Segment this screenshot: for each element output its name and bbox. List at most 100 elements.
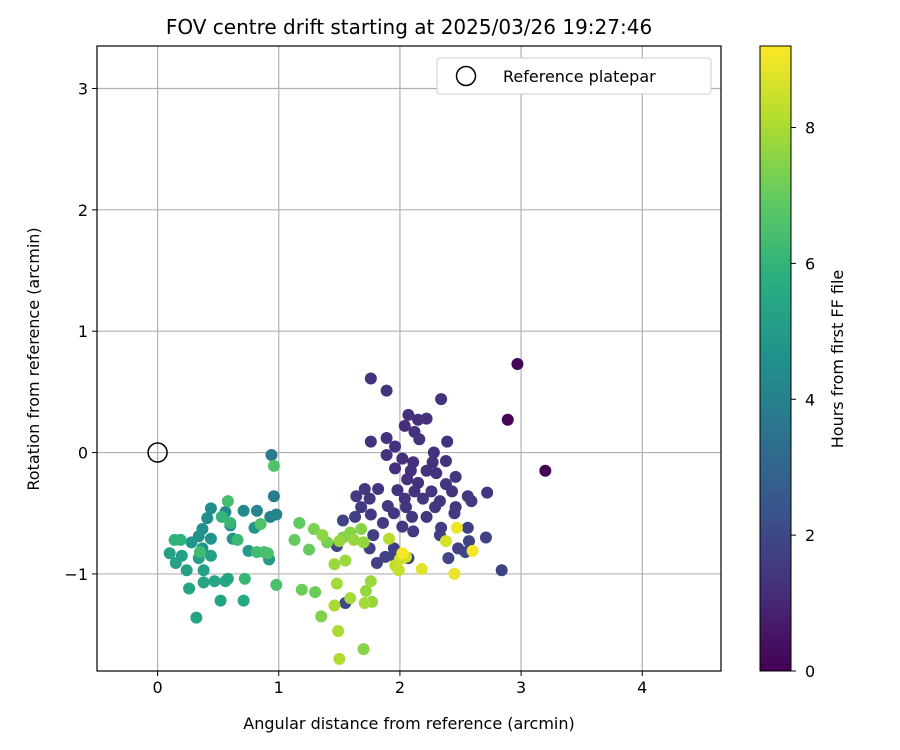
data-point (328, 558, 341, 571)
data-point (427, 446, 440, 459)
data-point (439, 535, 452, 548)
data-point (539, 464, 552, 477)
data-point (439, 455, 452, 468)
data-point (358, 597, 371, 610)
data-point (344, 592, 357, 605)
data-point (237, 594, 250, 607)
data-point (163, 547, 176, 560)
data-point (446, 485, 459, 498)
data-point (293, 516, 306, 529)
data-point (254, 518, 267, 531)
data-point (309, 586, 322, 599)
data-point (350, 490, 363, 503)
data-point (426, 456, 439, 469)
data-point (380, 448, 393, 461)
data-point (357, 643, 370, 656)
data-point (425, 485, 438, 498)
data-point (295, 583, 308, 596)
data-point (389, 462, 402, 475)
data-point (288, 533, 301, 546)
data-point (406, 510, 419, 523)
data-point (330, 577, 343, 590)
data-point (333, 535, 346, 548)
data-point (389, 440, 402, 453)
data-point (391, 484, 404, 497)
y-tick-label: −1 (64, 565, 88, 584)
data-point (328, 599, 341, 612)
data-point (315, 610, 328, 623)
y-tick-label: 3 (78, 79, 88, 98)
colorbar-ticks: 0 2 4 6 8 (791, 119, 815, 681)
data-point (401, 473, 414, 486)
data-point (359, 584, 372, 597)
legend: Reference platepar (436, 57, 712, 95)
data-point (333, 652, 346, 665)
data-point (364, 435, 377, 448)
data-point (183, 582, 196, 595)
data-point (363, 492, 376, 505)
data-point (420, 464, 433, 477)
data-point (396, 547, 409, 560)
data-point (466, 544, 479, 557)
data-point (355, 523, 368, 536)
data-point (238, 572, 251, 585)
y-tick-label: 1 (78, 322, 88, 341)
data-point (448, 507, 461, 520)
data-point (175, 549, 188, 562)
data-point (396, 452, 409, 465)
data-points (163, 357, 552, 665)
data-point (511, 357, 524, 370)
data-point (372, 482, 385, 495)
data-point (461, 521, 474, 534)
y-tick-label: 0 (78, 444, 88, 463)
data-point (208, 575, 221, 588)
data-point (429, 501, 442, 514)
colorbar-label: Hours from first FF file (828, 270, 847, 449)
x-tick-label: 3 (516, 678, 526, 697)
legend-label: Reference platepar (503, 67, 656, 86)
data-point (267, 490, 280, 503)
data-point (355, 501, 368, 514)
colorbar-tick-label: 8 (805, 119, 815, 138)
data-point (307, 523, 320, 536)
data-point (332, 624, 345, 637)
data-point (204, 502, 217, 515)
plot-frame (96, 45, 722, 672)
data-point (462, 535, 475, 548)
data-point (367, 529, 380, 542)
y-tick-label: 2 (78, 201, 88, 220)
colorbar-tick-label: 4 (805, 390, 815, 409)
data-point (261, 547, 274, 560)
data-point (441, 435, 454, 448)
data-point (430, 467, 443, 480)
data-point (364, 372, 377, 385)
data-point (495, 564, 508, 577)
data-point (420, 412, 433, 425)
data-point (197, 564, 210, 577)
data-point (190, 611, 203, 624)
data-point (479, 531, 492, 544)
legend-reference-marker (455, 65, 477, 87)
data-point (450, 521, 463, 534)
data-point (204, 532, 217, 545)
data-point (415, 563, 428, 576)
data-point (270, 508, 283, 521)
data-point (358, 482, 371, 495)
data-point (193, 546, 206, 559)
data-point (370, 556, 383, 569)
data-point (224, 516, 237, 529)
data-point (435, 393, 448, 406)
reference-marker-layer (147, 442, 168, 463)
data-point (316, 529, 329, 542)
data-point (364, 508, 377, 521)
data-point (392, 564, 405, 577)
data-point (237, 504, 250, 517)
data-point (185, 536, 198, 549)
x-tick-label: 4 (637, 678, 647, 697)
x-axis-label: Angular distance from reference (arcmin) (243, 714, 574, 733)
data-point (180, 564, 193, 577)
x-tick-label: 0 (152, 678, 162, 697)
data-point (303, 543, 316, 556)
data-point (407, 525, 420, 538)
